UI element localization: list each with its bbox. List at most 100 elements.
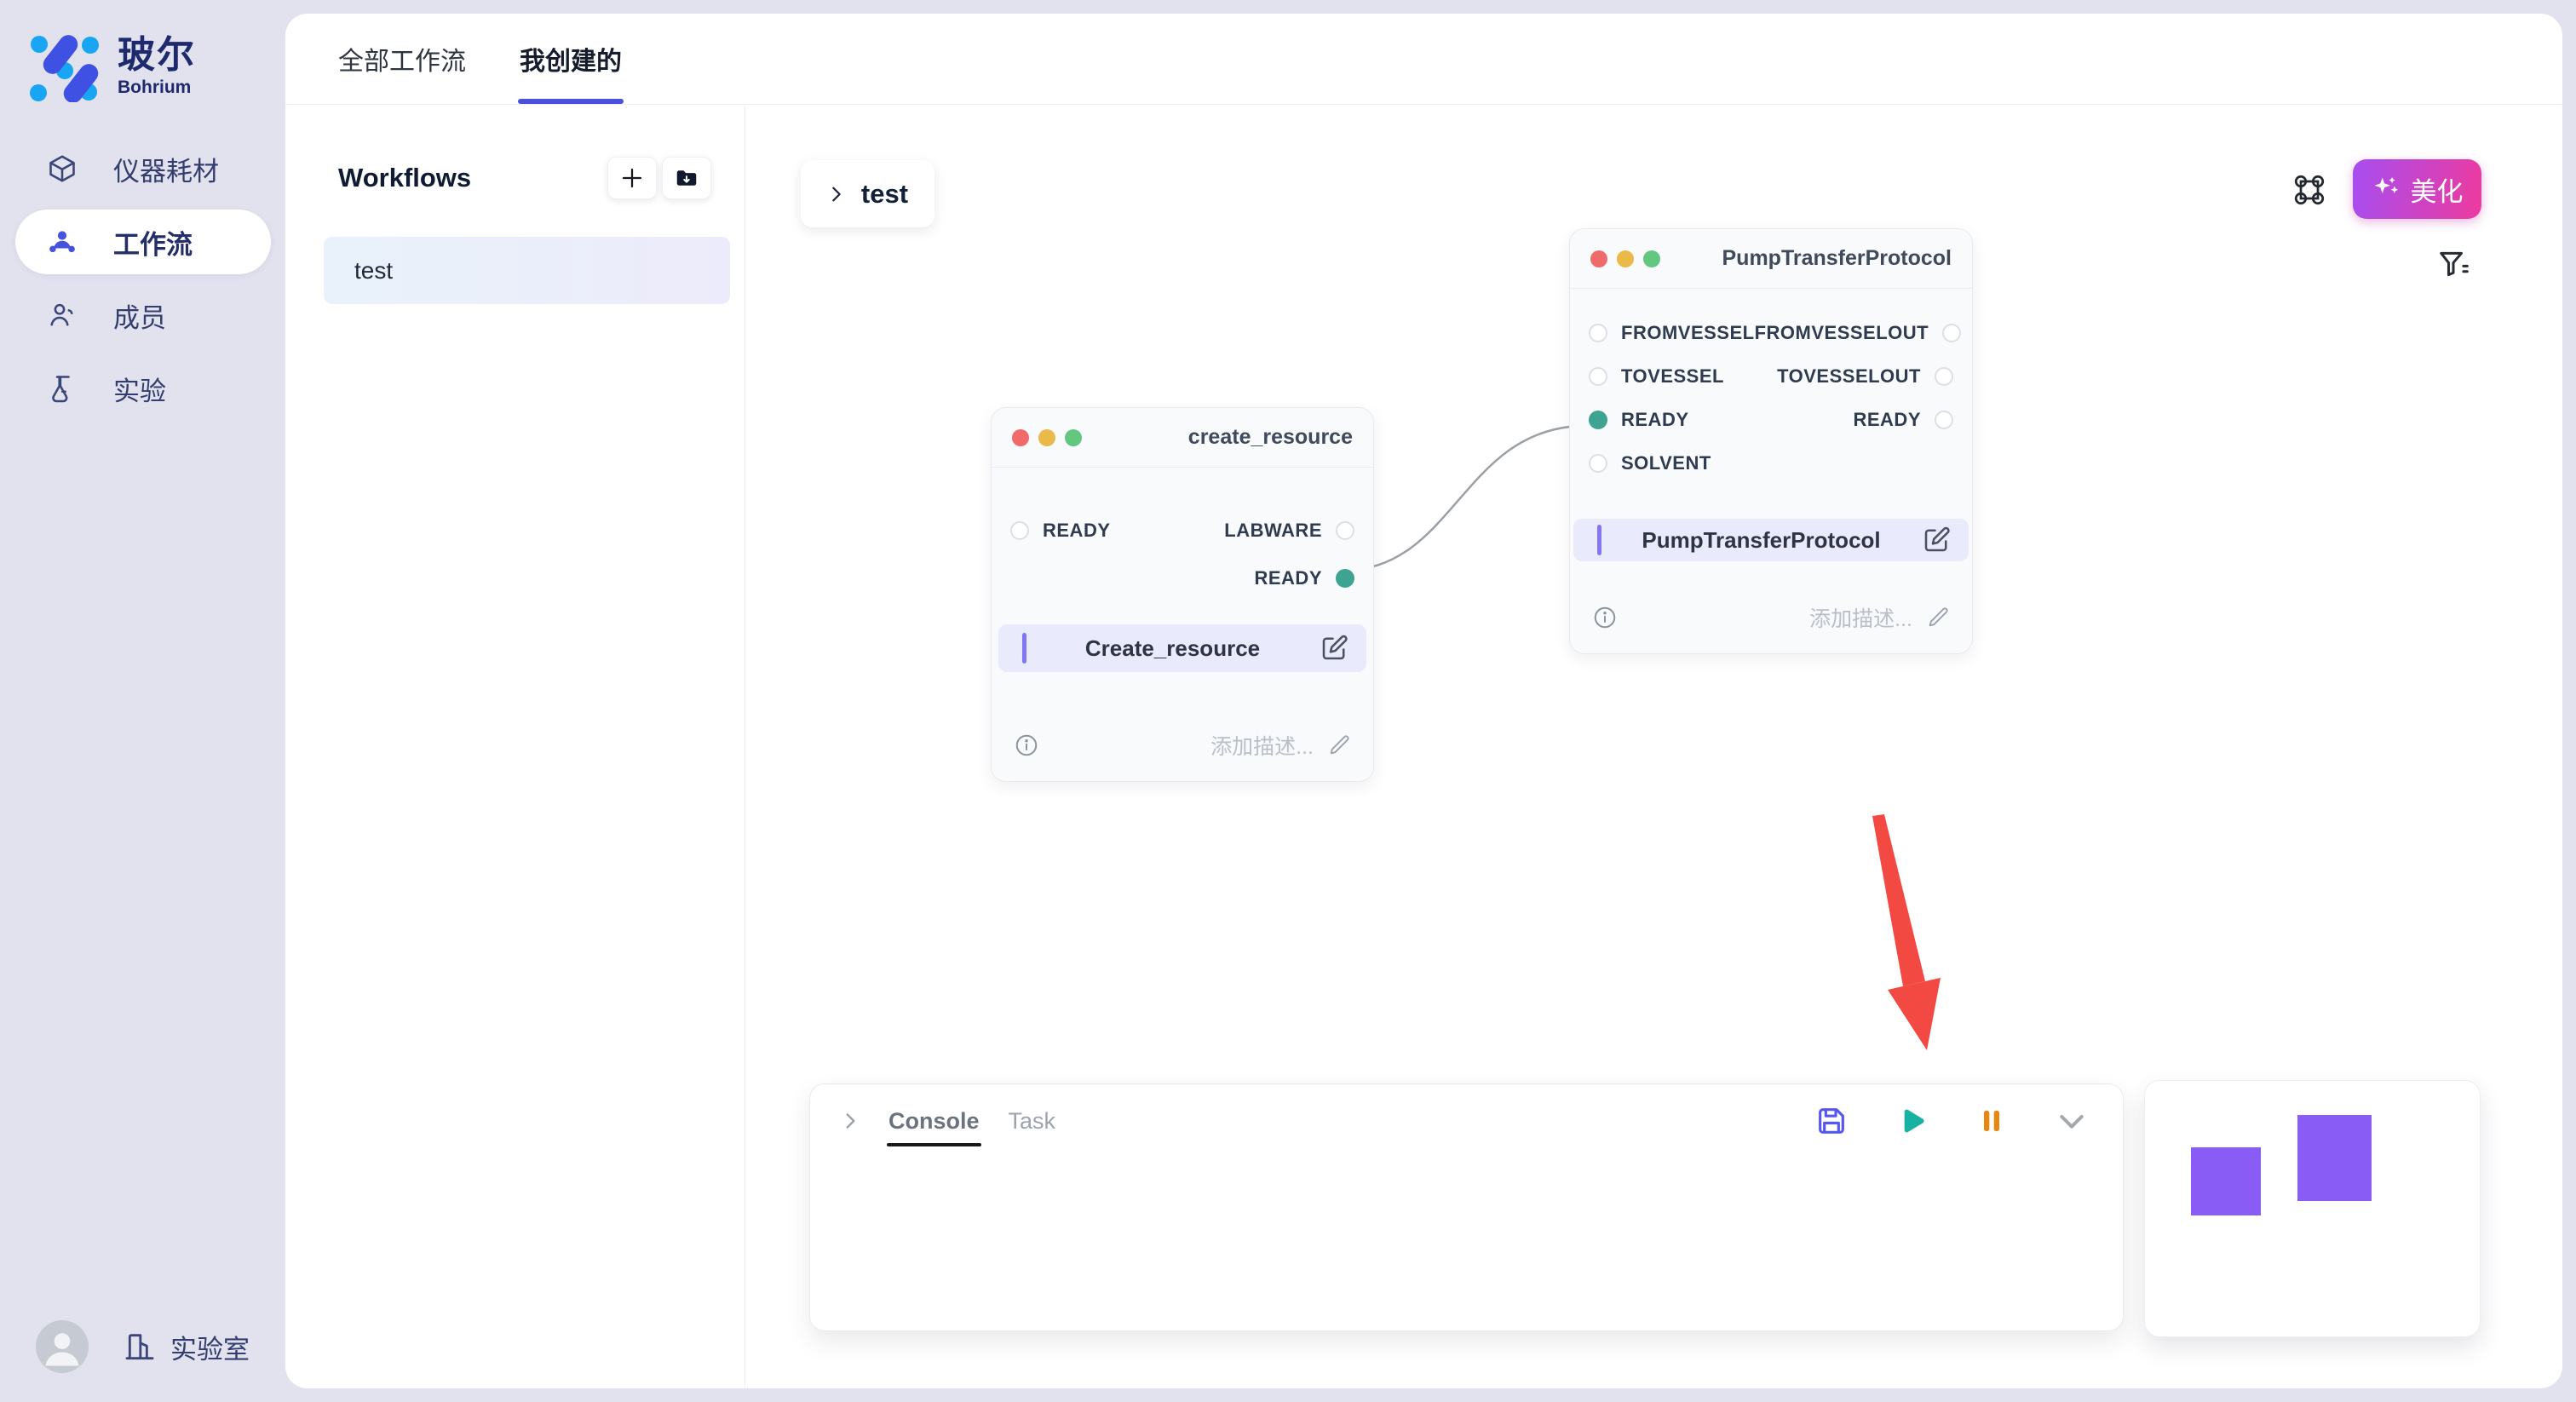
info-icon[interactable] — [1592, 605, 1618, 630]
port-handle-connected[interactable] — [1589, 410, 1607, 429]
breadcrumb[interactable]: test — [801, 160, 934, 227]
beautify-button[interactable]: 美化 — [2353, 159, 2481, 219]
workflow-list-item-test[interactable]: test — [324, 237, 730, 304]
import-folder-button[interactable] — [662, 157, 711, 199]
sidebar-item-workflows[interactable]: 工作流 — [15, 210, 271, 274]
tab-task[interactable]: Task — [1007, 1093, 1058, 1150]
workflows-title: Workflows — [338, 163, 472, 192]
lab-label: 实验室 — [170, 1334, 250, 1365]
node-footer: 添加描述... — [1014, 730, 1351, 761]
sidebar-item-consumables[interactable]: 仪器耗材 — [15, 136, 271, 201]
sidebar-item-members[interactable]: 成员 — [15, 283, 271, 348]
pencil-icon[interactable] — [1327, 733, 1351, 757]
node-header[interactable]: PumpTransferProtocol — [1570, 229, 1972, 289]
port-handle[interactable] — [1589, 323, 1607, 342]
dot-red-icon[interactable] — [1590, 250, 1607, 267]
minimap-node-create-resource — [2191, 1147, 2261, 1215]
pause-button[interactable] — [1975, 1104, 2009, 1138]
building-icon — [125, 1334, 154, 1360]
port-ready-in: READY — [1589, 409, 1689, 431]
node-pump-transfer-protocol[interactable]: PumpTransferProtocol FROMVESSEL FROMVESS… — [1569, 228, 1973, 654]
tab-all-workflows[interactable]: 全部工作流 — [338, 14, 466, 104]
minimap[interactable] — [2144, 1080, 2481, 1337]
filter-button[interactable] — [2436, 247, 2470, 281]
chevron-down-icon — [2060, 1115, 2084, 1129]
minimap-node-pump-transfer — [2297, 1115, 2372, 1201]
sidebar-item-experiments[interactable]: 实验 — [15, 356, 271, 421]
save-button[interactable] — [1814, 1104, 1849, 1138]
description-placeholder[interactable]: 添加描述... — [1210, 735, 1314, 759]
info-icon[interactable] — [1014, 733, 1039, 758]
filter-funnel-icon — [2440, 251, 2469, 277]
port-label: LABWARE — [1224, 520, 1322, 541]
collapse-panel-button[interactable] — [2055, 1104, 2089, 1138]
port-tovesselout-out: TOVESSELOUT — [1777, 365, 1953, 388]
port-handle[interactable] — [1589, 453, 1607, 473]
port-label: TOVESSELOUT — [1777, 365, 1921, 387]
dot-green-icon[interactable] — [1643, 250, 1660, 267]
sparkles-icon — [2374, 176, 2398, 193]
traffic-dots — [1590, 250, 1660, 267]
port-label: READY — [1621, 408, 1689, 430]
command-icon — [2294, 175, 2325, 205]
port-handle[interactable] — [1010, 521, 1029, 540]
port-handle-connected[interactable] — [1336, 569, 1354, 588]
workflows-panel: Workflows test — [285, 106, 745, 1388]
tab-label: 我创建的 — [520, 48, 622, 76]
workflow-item-label: test — [354, 256, 394, 284]
dot-yellow-icon[interactable] — [1617, 250, 1634, 267]
port-ready-out: READY — [1853, 409, 1953, 431]
node-footer: 添加描述... — [1592, 602, 1950, 633]
node-title: create_resource — [1187, 425, 1353, 449]
edit-icon[interactable] — [1319, 633, 1349, 664]
expand-chevron-icon[interactable] — [839, 1110, 861, 1132]
workflow-tabs: 全部工作流 我创建的 — [285, 14, 2562, 105]
node-create-resource[interactable]: create_resource READY LABWARE R — [991, 407, 1374, 782]
ports: READY LABWARE READY — [992, 468, 1373, 602]
pencil-icon[interactable] — [1926, 606, 1950, 629]
avatar[interactable] — [36, 1320, 89, 1373]
bohrium-logo-icon — [30, 35, 99, 102]
dot-red-icon[interactable] — [1012, 428, 1029, 446]
lab-switcher[interactable]: 实验室 — [123, 1328, 250, 1366]
sidebar-footer: 实验室 — [0, 1320, 285, 1373]
ports: FROMVESSEL FROMVESSELOUT TOVESSEL TOVESS… — [1570, 289, 1972, 485]
port-handle[interactable] — [1935, 366, 1953, 386]
add-workflow-button[interactable] — [607, 157, 657, 199]
port-handle[interactable] — [1942, 323, 1962, 342]
tab-my-created[interactable]: 我创建的 — [518, 14, 624, 104]
description-placeholder[interactable]: 添加描述... — [1809, 607, 1912, 631]
port-fromvesselout-out: FROMVESSELOUT — [1755, 322, 1962, 344]
play-icon — [1904, 1109, 1924, 1133]
workflow-edge — [1345, 424, 1581, 572]
port-handle[interactable] — [1589, 366, 1607, 386]
dot-yellow-icon[interactable] — [1038, 428, 1055, 446]
node-action-pill[interactable]: PumpTransferProtocol — [1573, 519, 1969, 561]
pill-label: Create_resource — [1084, 635, 1261, 661]
folder-download-icon — [676, 170, 697, 186]
port-handle[interactable] — [1935, 410, 1953, 429]
package-icon — [49, 155, 75, 182]
edit-icon[interactable] — [1921, 525, 1952, 555]
console-tab-label: Console — [888, 1107, 980, 1134]
port-label: READY — [1043, 520, 1111, 541]
brand-subtitle: Bohrium — [118, 78, 192, 98]
node-action-pill[interactable]: Create_resource — [998, 624, 1366, 672]
port-label: READY — [1254, 567, 1322, 589]
sidebar-nav: 仪器耗材 工作流 成员 — [0, 136, 285, 421]
dot-green-icon[interactable] — [1065, 428, 1082, 446]
port-handle[interactable] — [1336, 521, 1354, 540]
pause-icon — [1984, 1111, 1999, 1131]
tab-console[interactable]: Console — [887, 1093, 981, 1150]
command-palette-button[interactable] — [2289, 170, 2330, 210]
pill-label: PumpTransferProtocol — [1642, 526, 1881, 553]
sidebar-item-label: 工作流 — [113, 229, 193, 260]
tab-label: 全部工作流 — [338, 48, 466, 76]
brand-logo: 玻尔 Bohrium — [0, 0, 285, 102]
node-header[interactable]: create_resource — [992, 408, 1373, 468]
run-button[interactable] — [1895, 1104, 1929, 1138]
port-label: READY — [1853, 408, 1921, 430]
console-tab-label: Task — [1008, 1107, 1056, 1134]
port-labware-out: LABWARE — [1224, 520, 1354, 542]
